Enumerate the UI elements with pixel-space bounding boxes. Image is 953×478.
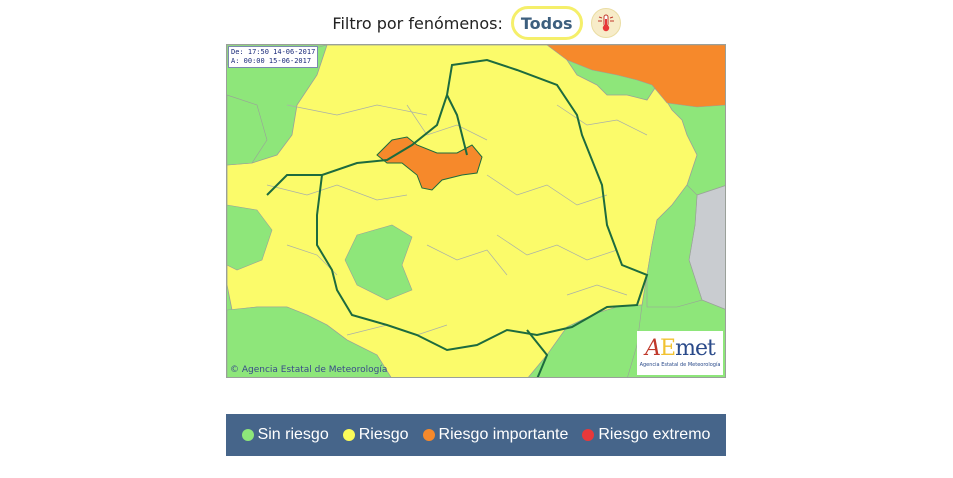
legend-item-no-risk: Sin riesgo [241,426,329,444]
legend-item-extreme-risk: Riesgo extremo [582,426,710,444]
yellow-dot-icon [342,429,355,441]
red-dot-icon [582,429,595,441]
aemet-logo-subtitle: Agencia Estatal de Meteorología [639,362,721,368]
orange-dot-icon [422,429,435,441]
map-copyright: © Agencia Estatal de Meteorología [230,365,388,375]
validity-to: A: 00:00 15-06-2017 [231,57,312,65]
risk-legend: Sin riesgo Riesgo Riesgo importante Ries… [226,414,726,456]
filter-all-button[interactable]: Todos [510,6,583,40]
aemet-logo-word: AEmet [645,336,716,361]
legend-label: Riesgo [358,426,409,443]
legend-label: Riesgo extremo [598,426,711,443]
phenomena-filter-bar: Filtro por fenómenos: Todos [0,6,953,40]
legend-item-risk: Riesgo [342,426,409,444]
validity-period: De: 17:50 14-06-2017 A: 00:00 15-06-2017 [228,46,319,68]
temperature-filter-button[interactable] [590,8,621,38]
validity-from: De: 17:50 14-06-2017 [231,48,316,56]
warnings-map[interactable]: De: 17:50 14-06-2017 A: 00:00 15-06-2017… [226,44,726,378]
filter-label: Filtro por fenómenos: [332,13,503,33]
thermometer-icon [597,14,614,32]
green-dot-icon [241,429,254,441]
map-regions [227,45,725,377]
legend-item-important-risk: Riesgo importante [422,426,569,444]
legend-label: Sin riesgo [257,426,329,443]
legend-label: Riesgo importante [438,426,569,443]
aemet-logo: AEmet Agencia Estatal de Meteorología [637,331,723,375]
